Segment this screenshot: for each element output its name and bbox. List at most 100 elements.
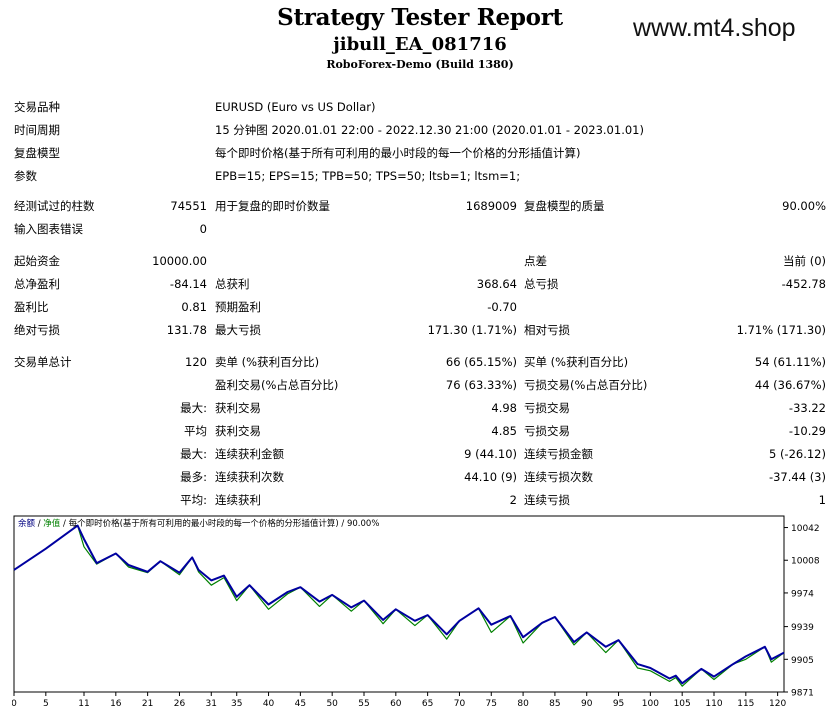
gross-profit-label: 总获利 bbox=[215, 277, 250, 291]
model-value: 每个即时价格(基于所有可利用的最小时段的每一个价格的分形插值计算) bbox=[215, 146, 581, 160]
plot-frame bbox=[13, 515, 785, 693]
bars-value: 74551 bbox=[170, 199, 207, 213]
period-label: 时间周期 bbox=[14, 123, 60, 137]
maximal-consecutive-profit-label: 连续获利次数 bbox=[215, 470, 284, 484]
x-tick-label: 0 bbox=[12, 699, 17, 709]
x-tick-label: 11 bbox=[78, 699, 89, 709]
x-tick-label: 100 bbox=[642, 699, 659, 709]
watermark-link[interactable]: www.mt4.shop bbox=[633, 14, 796, 42]
parameters-value: EPB=15; EPS=15; TPB=50; TPS=50; ltsb=1; … bbox=[215, 169, 521, 183]
x-tick-label: 75 bbox=[486, 699, 497, 709]
x-tick-label: 70 bbox=[454, 699, 466, 709]
max-consecutive-prefix: 最大: bbox=[180, 447, 207, 461]
loss-trades-value: 44 (36.67%) bbox=[754, 378, 826, 392]
y-tick-label: 9974 bbox=[791, 589, 814, 599]
chart-legend: 余额 / 净值 / 每个即时价格(基于所有可利用的最小时段的每一个价格的分形插值… bbox=[18, 517, 379, 529]
x-tick-label: 40 bbox=[263, 699, 275, 709]
x-tick-label: 55 bbox=[358, 699, 369, 709]
average-consecutive-losses-label: 连续亏损 bbox=[524, 493, 570, 507]
largest-profit-value: 4.98 bbox=[491, 401, 517, 415]
symbol-label: 交易品种 bbox=[14, 100, 60, 114]
period-value: 15 分钟图 2020.01.01 22:00 - 2022.12.30 21:… bbox=[215, 123, 644, 137]
average-consecutive-wins-value: 2 bbox=[509, 493, 517, 507]
spread-value: 当前 (0) bbox=[783, 254, 826, 268]
x-tick-label: 80 bbox=[517, 699, 529, 709]
long-positions-label: 买单 (%获利百分比) bbox=[524, 355, 629, 369]
max-consecutive-wins-value: 9 (44.10) bbox=[464, 447, 517, 461]
y-tick-label: 9871 bbox=[791, 689, 814, 699]
y-tick-label: 10008 bbox=[791, 557, 820, 567]
short-positions-value: 66 (65.15%) bbox=[445, 355, 517, 369]
max-consecutive-losses-value: 5 (-26.12) bbox=[768, 447, 826, 461]
balance-series-line bbox=[13, 524, 785, 685]
ea-name: jibull_EA_081716 bbox=[333, 34, 507, 55]
maximal-drawdown-value: 171.30 (1.71%) bbox=[427, 323, 517, 337]
x-tick-label: 21 bbox=[142, 699, 153, 709]
max-consecutive-wins-label: 连续获利金额 bbox=[215, 447, 284, 461]
x-tick-label: 105 bbox=[674, 699, 691, 709]
profit-factor-label: 盈利比 bbox=[14, 300, 49, 314]
maximal-consecutive-loss-value: -37.44 (3) bbox=[768, 470, 826, 484]
maximal-consecutive-profit-value: 44.10 (9) bbox=[464, 470, 517, 484]
legend-balance: 余额 bbox=[18, 519, 36, 529]
net-profit-value: -84.14 bbox=[169, 277, 207, 291]
parameters-label: 参数 bbox=[14, 169, 37, 183]
x-tick-label: 35 bbox=[231, 699, 242, 709]
relative-drawdown-value: 1.71% (171.30) bbox=[736, 323, 826, 337]
total-trades-label: 交易单总计 bbox=[14, 355, 72, 369]
short-positions-label: 卖单 (%获利百分比) bbox=[215, 355, 320, 369]
profit-trades-value: 76 (63.33%) bbox=[445, 378, 517, 392]
mismatch-label: 输入图表错误 bbox=[14, 222, 83, 236]
bars-label: 经测试过的柱数 bbox=[14, 199, 95, 213]
long-positions-value: 54 (61.11%) bbox=[754, 355, 826, 369]
absolute-drawdown-label: 绝对亏损 bbox=[14, 323, 60, 337]
deposit-value: 10000.00 bbox=[152, 254, 207, 268]
symbol-value: EURUSD (Euro vs US Dollar) bbox=[215, 100, 376, 114]
legend-sep: / bbox=[35, 519, 44, 529]
quality-value: 90.00% bbox=[782, 199, 826, 213]
balance-equity-chart: 10042 10008 9974 9939 9905 9871 0 5 11 16 21 26 31 35… bbox=[12, 515, 820, 709]
maximal-drawdown-label: 最大亏损 bbox=[215, 323, 261, 337]
x-tick-label: 90 bbox=[581, 699, 593, 709]
largest-loss-value: -33.22 bbox=[788, 401, 826, 415]
maximal-consecutive-prefix: 最多: bbox=[180, 470, 207, 484]
max-consecutive-losses-label: 连续亏损金额 bbox=[524, 447, 593, 461]
expected-payoff-value: -0.70 bbox=[487, 300, 517, 314]
x-tick-label: 5 bbox=[43, 699, 49, 709]
average-consecutive-prefix: 平均: bbox=[180, 493, 207, 507]
largest-profit-label: 获利交易 bbox=[215, 401, 261, 415]
x-tick-label: 26 bbox=[174, 699, 186, 709]
x-tick-label: 95 bbox=[613, 699, 624, 709]
model-label: 复盘模型 bbox=[14, 146, 60, 160]
server-build: RoboForex-Demo (Build 1380) bbox=[326, 58, 514, 71]
maximal-consecutive-loss-label: 连续亏损次数 bbox=[524, 470, 593, 484]
deposit-label: 起始资金 bbox=[14, 254, 60, 268]
absolute-drawdown-value: 131.78 bbox=[166, 323, 207, 337]
profit-factor-value: 0.81 bbox=[181, 300, 207, 314]
spread-label: 点差 bbox=[524, 254, 547, 268]
net-profit-label: 总净盈利 bbox=[14, 277, 60, 291]
average-loss-label: 亏损交易 bbox=[524, 424, 570, 438]
largest-prefix: 最大: bbox=[180, 401, 207, 415]
average-profit-value: 4.85 bbox=[491, 424, 517, 438]
x-tick-label: 60 bbox=[390, 699, 402, 709]
ticks-label: 用于复盘的即时价数量 bbox=[215, 199, 330, 213]
x-tick-label: 65 bbox=[422, 699, 433, 709]
gross-loss-label: 总亏损 bbox=[524, 277, 559, 291]
profit-trades-label: 盈利交易(%占总百分比) bbox=[215, 378, 339, 392]
y-tick-label: 10042 bbox=[791, 524, 820, 534]
total-trades-value: 120 bbox=[185, 355, 207, 369]
average-prefix: 平均 bbox=[184, 424, 207, 438]
y-tick-label: 9939 bbox=[791, 623, 814, 633]
x-tick-label: 16 bbox=[110, 699, 122, 709]
average-profit-label: 获利交易 bbox=[215, 424, 261, 438]
y-tick-label: 9905 bbox=[791, 656, 814, 666]
largest-loss-label: 亏损交易 bbox=[524, 401, 570, 415]
x-tick-label: 110 bbox=[705, 699, 722, 709]
x-tick-label: 115 bbox=[737, 699, 754, 709]
average-consecutive-wins-label: 连续获利 bbox=[215, 493, 261, 507]
x-tick-label: 85 bbox=[549, 699, 560, 709]
average-loss-value: -10.29 bbox=[788, 424, 826, 438]
ticks-value: 1689009 bbox=[465, 199, 517, 213]
gross-profit-value: 368.64 bbox=[476, 277, 517, 291]
